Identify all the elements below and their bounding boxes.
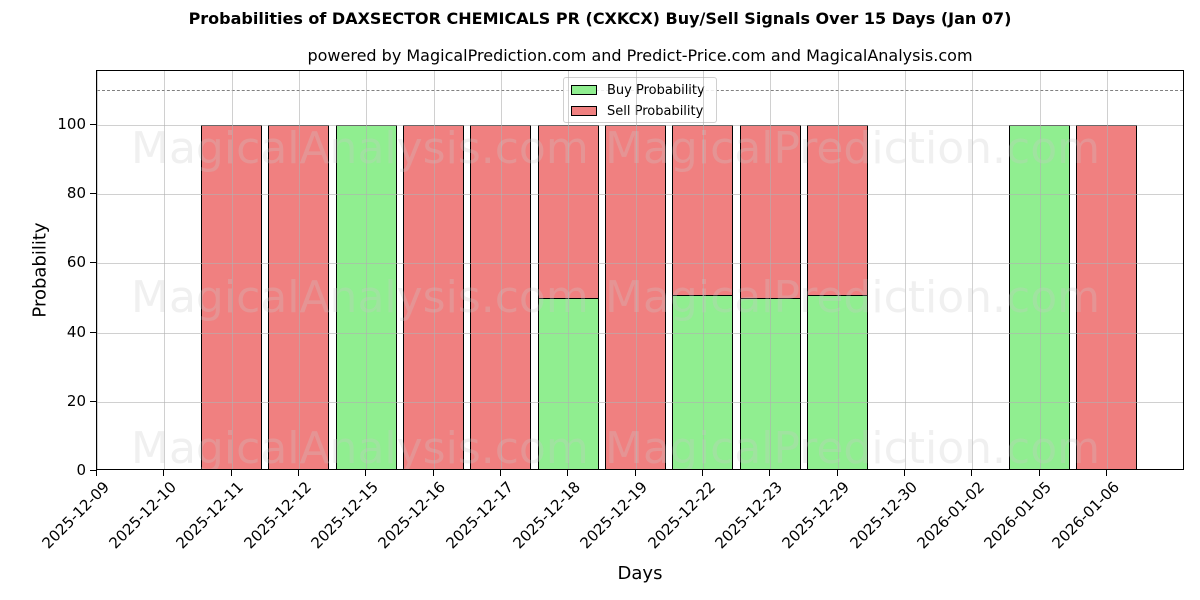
x-tick-mark: [499, 470, 501, 476]
x-tick-label: 2025-12-16: [375, 478, 450, 553]
y-tick-mark: [90, 400, 96, 402]
y-tick-label: 0: [76, 461, 86, 479]
y-tick-label: 60: [66, 253, 86, 272]
x-tick-mark: [432, 470, 434, 476]
gridline-vertical: [433, 71, 435, 469]
x-tick-label: 2026-01-05: [980, 478, 1056, 553]
gridline-vertical: [972, 71, 974, 469]
gridline-vertical: [1039, 71, 1041, 469]
gridline-vertical: [97, 71, 98, 469]
gridline-vertical: [904, 71, 906, 469]
x-tick-mark: [96, 470, 97, 476]
x-tick-mark: [903, 470, 905, 476]
gridline-vertical: [568, 71, 570, 469]
y-tick-label: 100: [57, 115, 86, 133]
x-tick-label: 2025-12-30: [846, 478, 921, 553]
x-tick-label: 2025-12-10: [105, 478, 181, 553]
gridline-vertical: [1106, 71, 1108, 469]
gridline-vertical: [837, 71, 839, 469]
gridline-horizontal: [97, 401, 1183, 403]
x-tick-label: 2025-12-19: [576, 478, 652, 553]
gridline-vertical: [500, 71, 502, 469]
chart-subtitle: powered by MagicalPrediction.com and Pre…: [307, 46, 973, 65]
gridline-horizontal: [97, 194, 1183, 196]
x-tick-mark: [836, 470, 838, 476]
legend: Buy Probability Sell Probability: [563, 77, 717, 123]
gridline-vertical: [366, 71, 368, 469]
gridline-horizontal: [97, 125, 1183, 126]
y-tick-label: 80: [66, 184, 86, 203]
y-tick-mark: [90, 331, 96, 333]
x-tick-label: 2026-01-06: [1048, 478, 1123, 553]
x-tick-label: 2025-12-18: [509, 478, 585, 553]
x-tick-mark: [567, 470, 569, 476]
gridline-horizontal: [97, 263, 1183, 265]
y-tick-mark: [90, 124, 96, 125]
x-tick-label: 2026-01-02: [913, 478, 989, 553]
buy-swatch-icon: [571, 85, 597, 95]
x-tick-label: 2025-12-23: [711, 478, 787, 553]
x-tick-label: 2025-12-22: [644, 478, 719, 553]
x-tick-mark: [297, 470, 299, 476]
y-tick-label: 40: [66, 322, 86, 341]
x-tick-mark: [701, 470, 703, 476]
legend-item-sell: Sell Probability: [571, 102, 703, 120]
y-tick-mark: [90, 193, 96, 195]
sell-swatch-icon: [571, 106, 597, 116]
gridline-vertical: [770, 71, 772, 469]
x-tick-mark: [365, 470, 367, 476]
x-tick-label: 2025-12-15: [307, 478, 383, 553]
y-tick-label: 20: [66, 391, 86, 410]
y-axis-title: Probability: [29, 222, 51, 318]
x-tick-mark: [769, 470, 771, 476]
x-tick-label: 2025-12-09: [38, 478, 113, 553]
x-tick-label: 2025-12-11: [173, 478, 248, 553]
x-tick-mark: [1105, 470, 1107, 476]
legend-sell-label: Sell Probability: [607, 103, 704, 119]
x-axis-title: Days: [617, 563, 663, 584]
x-tick-mark: [634, 470, 636, 476]
gridline-vertical: [298, 71, 300, 469]
x-tick-mark: [163, 470, 165, 476]
legend-buy-label: Buy Probability: [607, 82, 705, 98]
gridline-horizontal: [97, 332, 1183, 334]
x-tick-label: 2025-12-17: [442, 478, 517, 553]
plot-area: MagicalAnalysis.com MagicalPrediction.co…: [96, 70, 1184, 470]
gridline-vertical: [635, 71, 637, 469]
gridline-vertical: [231, 71, 233, 469]
x-tick-label: 2025-12-29: [778, 478, 854, 553]
x-tick-label: 2025-12-12: [240, 478, 315, 553]
y-tick-mark: [90, 470, 96, 471]
x-tick-mark: [230, 470, 232, 476]
legend-item-buy: Buy Probability: [571, 81, 705, 99]
x-tick-mark: [971, 470, 973, 476]
x-tick-mark: [1038, 470, 1040, 476]
chart-title: Probabilities of DAXSECTOR CHEMICALS PR …: [188, 9, 1012, 28]
gridline-vertical: [164, 71, 166, 469]
y-tick-mark: [90, 262, 96, 264]
gridline-vertical: [702, 71, 704, 469]
